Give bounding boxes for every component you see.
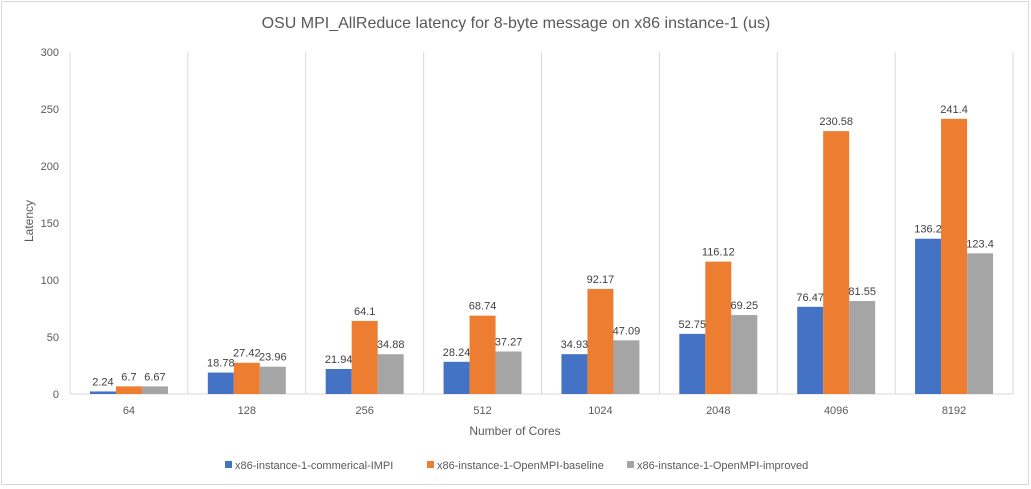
y-tick-label: 250	[41, 104, 59, 116]
bar-512-series-1	[443, 361, 470, 394]
legend-swatch-3	[627, 461, 634, 468]
bar-2048-series-2	[705, 261, 732, 394]
legend-label-2: x86-instance-1-OpenMPI-baseline	[437, 460, 604, 472]
bar-128-series-2	[233, 362, 260, 394]
data-label: 64.1	[354, 306, 375, 318]
x-tick-label: 64	[123, 405, 135, 417]
y-tick-label: 150	[41, 218, 59, 230]
bar-4096-series-2	[823, 131, 850, 394]
bar-64-series-1	[89, 391, 116, 394]
bar-64-series-3	[141, 386, 168, 394]
y-axis-label: Latency	[22, 200, 36, 242]
x-tick-label: 128	[238, 405, 256, 417]
data-label: 76.47	[796, 292, 824, 304]
data-label: 34.93	[561, 339, 589, 351]
bar-512-series-3	[495, 351, 522, 394]
data-labels: 2.24 18.78 21.94 28.24 34.93 52.75 76.47 136.2 6…	[92, 104, 994, 389]
legend-swatch-1	[225, 461, 232, 468]
bar-8192-series-3	[967, 253, 994, 394]
bar-8192-series-1	[915, 238, 942, 394]
data-label: 241.4	[940, 104, 968, 116]
data-label: 27.42	[233, 348, 261, 360]
data-label: 6.7	[121, 371, 136, 383]
x-tick-label: 2048	[706, 405, 730, 417]
bar-256-series-2	[351, 320, 378, 394]
y-tick-label: 0	[53, 389, 59, 401]
data-label: 21.94	[325, 354, 353, 366]
y-tick-label: 300	[41, 47, 59, 59]
bar-512-series-2	[469, 315, 496, 394]
bar-8192-series-2	[941, 118, 968, 394]
data-label: 123.4	[966, 238, 994, 250]
bar-256-series-1	[325, 368, 352, 394]
data-label: 136.2	[914, 224, 942, 236]
x-axis-label: Number of Cores	[469, 424, 560, 438]
x-axis-ticks: 64 128 256 512 1024 2048 4096 8192	[123, 405, 966, 417]
y-tick-label: 50	[47, 332, 59, 344]
x-tick-label: 1024	[588, 405, 612, 417]
x-tick-label: 4096	[824, 405, 848, 417]
bar-2048-series-3	[731, 315, 758, 394]
bars	[89, 118, 994, 394]
y-axis-ticks: 0 50 100 150 200 250 300	[41, 47, 59, 401]
data-label: 230.58	[819, 116, 853, 128]
bar-1024-series-3	[613, 340, 640, 394]
bar-1024-series-1	[561, 354, 588, 394]
data-label: 68.74	[469, 301, 497, 313]
chart-title: OSU MPI_AllReduce latency for 8-byte mes…	[262, 15, 771, 32]
legend-swatch-2	[427, 461, 434, 468]
bar-128-series-1	[207, 372, 234, 394]
legend-label-3: x86-instance-1-OpenMPI-improved	[637, 460, 808, 472]
bar-256-series-3	[377, 354, 404, 394]
data-label: 2.24	[92, 376, 113, 388]
x-tick-label: 256	[356, 405, 374, 417]
x-tick-label: 512	[473, 405, 491, 417]
legend-label-1: x86-instance-1-commerical-IMPI	[235, 460, 393, 472]
data-label: 34.88	[377, 339, 405, 351]
y-tick-label: 100	[41, 275, 59, 287]
data-label: 6.67	[144, 371, 165, 383]
bar-128-series-3	[259, 366, 286, 394]
data-label: 52.75	[679, 319, 707, 331]
bar-2048-series-1	[679, 333, 706, 394]
data-label: 23.96	[259, 352, 287, 364]
data-label: 47.09	[613, 325, 641, 337]
data-label: 92.17	[587, 274, 615, 286]
bar-1024-series-2	[587, 288, 614, 394]
data-label: 18.78	[207, 358, 235, 370]
data-label: 37.27	[495, 337, 523, 349]
legend: x86-instance-1-commerical-IMPI x86-instan…	[225, 460, 808, 472]
data-label: 81.55	[848, 286, 876, 298]
y-tick-label: 200	[41, 161, 59, 173]
data-label: 69.25	[731, 300, 759, 312]
bar-4096-series-1	[797, 306, 824, 394]
data-label: 28.24	[443, 347, 471, 359]
bar-4096-series-3	[849, 301, 876, 394]
data-label: 116.12	[702, 247, 735, 259]
bar-64-series-2	[115, 386, 142, 394]
x-tick-label: 8192	[942, 405, 966, 417]
